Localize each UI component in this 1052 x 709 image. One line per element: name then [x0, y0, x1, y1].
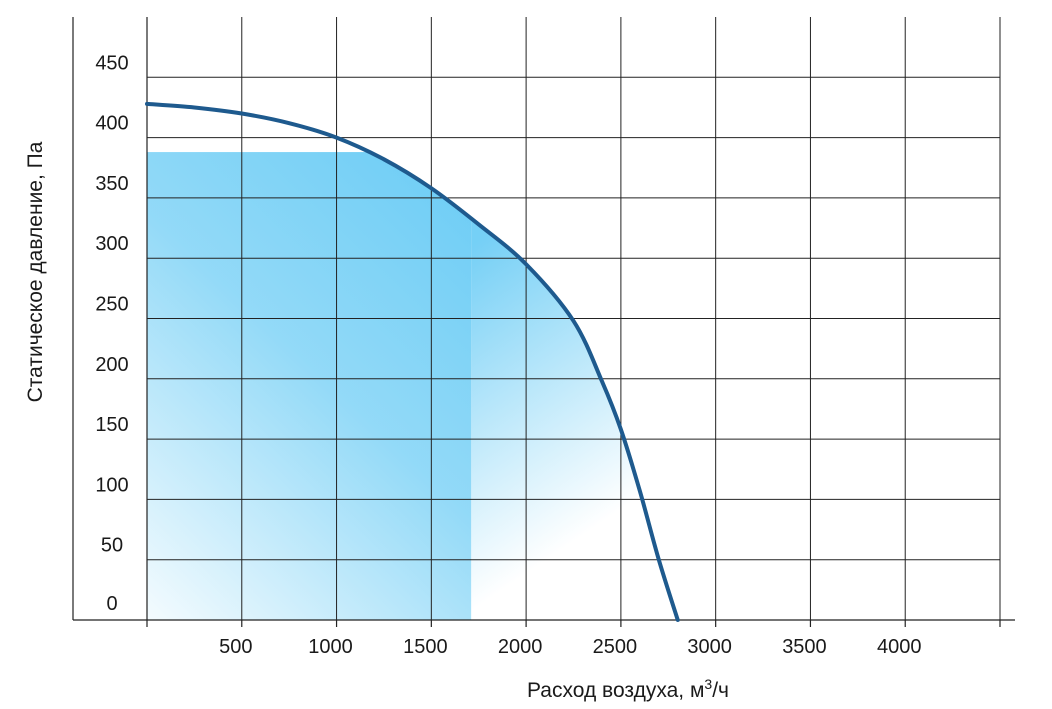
y-tick-label-0: 0	[106, 593, 117, 615]
chart-series	[145, 101, 680, 622]
x-axis-label-main: Расход воздуха, м	[527, 679, 704, 702]
x-axis-label: Расход воздуха, м3/ч	[527, 676, 729, 702]
y-tick-label-50: 50	[101, 535, 123, 557]
y-tick-label-150: 150	[95, 414, 128, 436]
y-tick-label-350: 350	[95, 173, 128, 195]
y-tick-label-200: 200	[95, 354, 128, 376]
shaded-rectangle	[147, 152, 472, 620]
y-tick-label-450: 450	[95, 52, 128, 74]
series-line	[145, 101, 680, 622]
y-axis-label: Статическое давление, Па	[24, 141, 47, 402]
x-tick-label-1500: 1500	[403, 636, 448, 658]
x-tick-label-3500: 3500	[782, 636, 827, 658]
x-axis-label-unit-tail: /ч	[712, 679, 729, 702]
y-tick-label-400: 400	[95, 113, 128, 135]
x-axis-label-superscript: 3	[704, 676, 712, 692]
y-tick-labels: 0 50 100 150 200 250 300 350 400 450	[95, 52, 128, 615]
x-tick-labels: 500 1000 1500 2000 2500 3000 3500 4000	[219, 636, 921, 658]
y-tick-label-100: 100	[95, 474, 128, 496]
x-tick-label-2000: 2000	[498, 636, 543, 658]
chart-axes	[72, 17, 1015, 627]
chart-grid	[147, 17, 1001, 620]
x-tick-label-500: 500	[219, 636, 252, 658]
x-tick-label-4000: 4000	[877, 636, 922, 658]
y-tick-label-300: 300	[95, 233, 128, 255]
x-tick-label-3000: 3000	[687, 636, 732, 658]
y-tick-label-250: 250	[95, 294, 128, 316]
x-tick-label-1000: 1000	[308, 636, 353, 658]
x-tick-label-2500: 2500	[593, 636, 638, 658]
